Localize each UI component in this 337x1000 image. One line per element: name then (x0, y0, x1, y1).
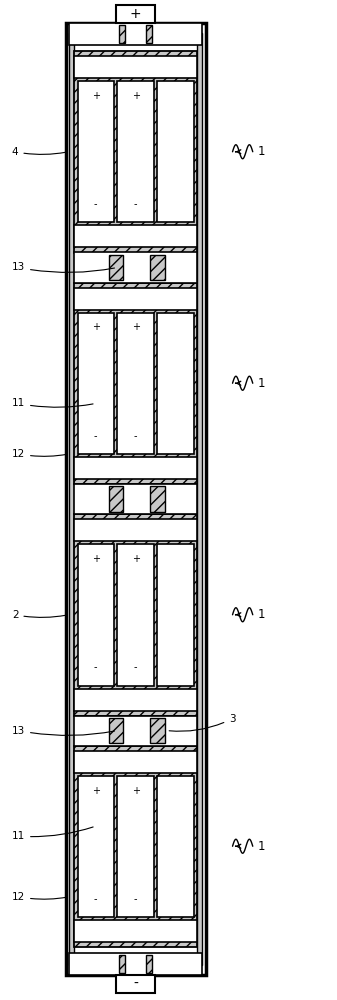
Bar (78, 81, 114, 222)
Text: 1: 1 (258, 608, 265, 621)
Text: +: + (130, 7, 142, 21)
Bar (78, 312, 114, 454)
Text: 4: 4 (12, 147, 66, 157)
Bar (117, 544, 154, 686)
Bar (116, 5, 155, 23)
Bar (74, 920, 197, 942)
Bar (109, 486, 123, 512)
Text: -: - (134, 662, 137, 672)
Bar (74, 519, 197, 541)
Bar (157, 544, 194, 686)
Bar (150, 486, 165, 512)
Text: -: - (134, 894, 137, 904)
Text: 3: 3 (169, 714, 236, 731)
Text: 1: 1 (258, 145, 265, 158)
Bar (74, 746, 197, 947)
Bar (74, 688, 197, 710)
Bar (74, 514, 197, 716)
Bar (150, 718, 165, 743)
Bar (74, 282, 197, 484)
Text: 11: 11 (12, 827, 93, 841)
Text: -: - (134, 199, 137, 209)
Bar (74, 750, 197, 772)
Text: +: + (92, 91, 100, 101)
Text: -: - (94, 662, 97, 672)
Text: +: + (132, 786, 140, 796)
Text: 12: 12 (12, 449, 67, 459)
Bar (78, 544, 114, 686)
Bar (69, 953, 202, 975)
Bar (74, 457, 197, 479)
Bar (117, 312, 154, 454)
Bar (117, 776, 154, 917)
Bar (197, 33, 202, 965)
Text: +: + (132, 322, 140, 332)
Bar (74, 252, 197, 282)
Text: +: + (92, 554, 100, 564)
Text: 1: 1 (258, 377, 265, 390)
Bar (109, 255, 123, 280)
Bar (116, 975, 155, 993)
Bar (119, 25, 125, 43)
Text: -: - (94, 431, 97, 441)
Bar (69, 33, 74, 965)
Bar (157, 776, 194, 917)
Text: -: - (133, 977, 138, 991)
Bar (146, 955, 152, 973)
Bar (150, 255, 165, 280)
Bar (117, 81, 154, 222)
Text: 13: 13 (12, 262, 115, 272)
Bar (78, 776, 114, 917)
Bar (74, 225, 197, 247)
Bar (157, 312, 194, 454)
Bar (197, 33, 202, 965)
Bar (146, 25, 152, 43)
Bar (74, 716, 197, 746)
Bar (74, 51, 197, 252)
Text: 2: 2 (12, 610, 66, 620)
Bar (69, 23, 202, 45)
Text: 1: 1 (258, 840, 265, 853)
Text: -: - (94, 199, 97, 209)
Text: 12: 12 (12, 892, 67, 902)
Text: 11: 11 (12, 398, 93, 408)
Bar (66, 23, 206, 975)
Bar (119, 955, 125, 973)
Text: +: + (92, 786, 100, 796)
Text: -: - (94, 894, 97, 904)
Text: +: + (92, 322, 100, 332)
Bar (74, 484, 197, 514)
Bar (157, 81, 194, 222)
Bar (69, 33, 74, 965)
Text: +: + (132, 554, 140, 564)
Text: -: - (134, 431, 137, 441)
Bar (74, 56, 197, 78)
Bar (109, 718, 123, 743)
Bar (74, 288, 197, 310)
Text: 13: 13 (12, 726, 115, 736)
Text: +: + (132, 91, 140, 101)
